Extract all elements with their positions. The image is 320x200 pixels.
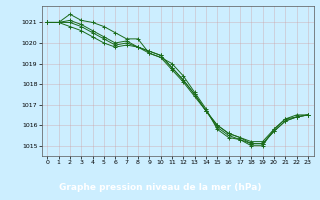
- Text: Graphe pression niveau de la mer (hPa): Graphe pression niveau de la mer (hPa): [59, 182, 261, 192]
